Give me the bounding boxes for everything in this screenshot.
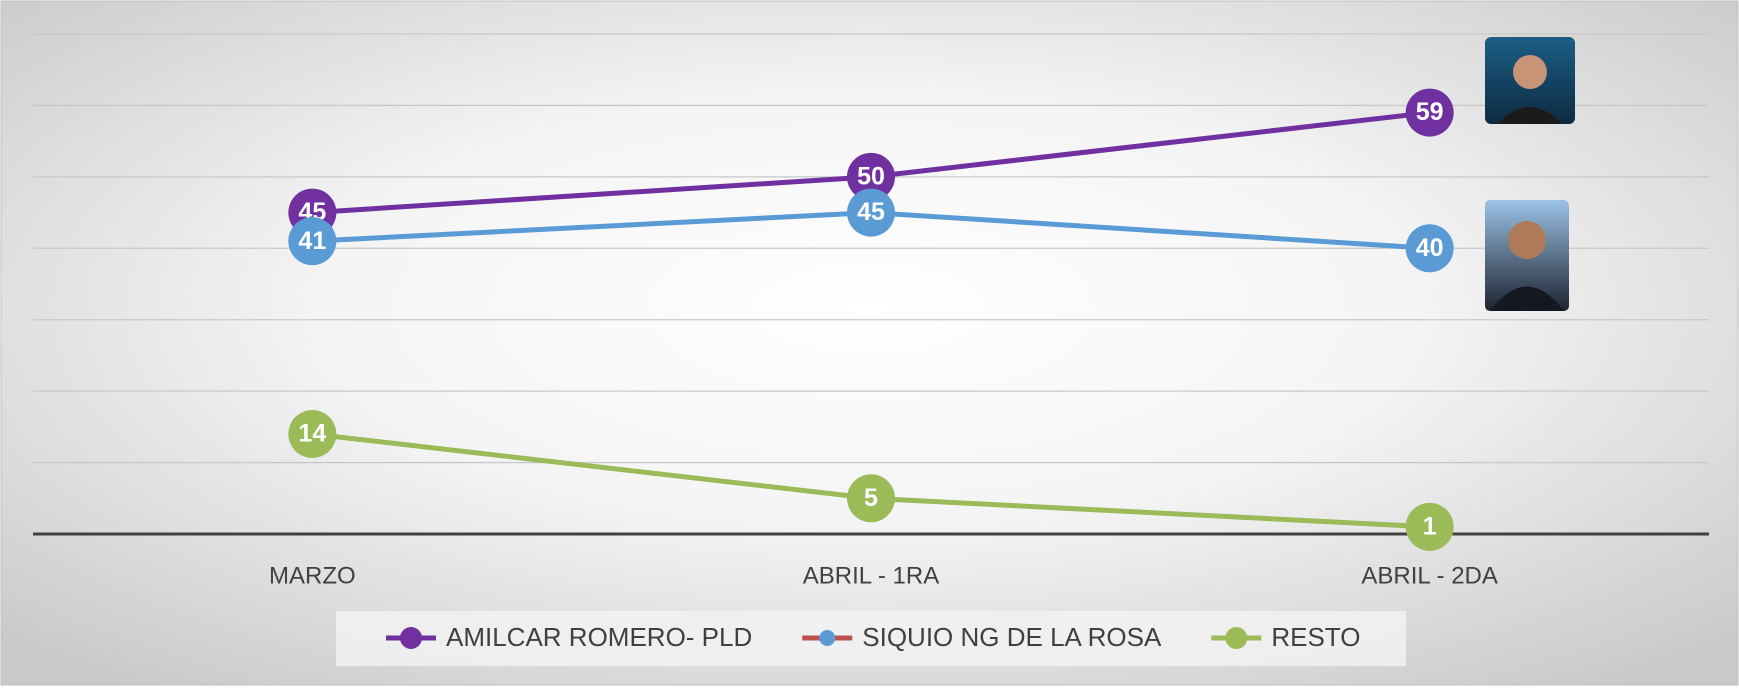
data-label: 45 <box>857 198 885 226</box>
x-tick-label: ABRIL - 2DA <box>1361 562 1498 589</box>
legend-label: SIQUIO NG DE LA ROSA <box>862 622 1162 652</box>
x-tick-label: ABRIL - 1RA <box>803 562 940 589</box>
legend-label: AMILCAR ROMERO- PLD <box>446 622 752 652</box>
data-label: 40 <box>1416 234 1444 262</box>
photo-face <box>1513 55 1547 89</box>
data-label: 50 <box>857 162 885 190</box>
photo-face <box>1508 221 1546 259</box>
x-tick-label: MARZO <box>269 562 356 589</box>
legend-marker <box>819 630 835 646</box>
legend-label: RESTO <box>1271 622 1360 652</box>
data-label: 41 <box>298 227 326 255</box>
data-label: 1 <box>1423 512 1437 540</box>
data-label: 5 <box>864 484 878 512</box>
legend-marker <box>400 627 422 649</box>
legend-marker <box>1225 627 1247 649</box>
chart: MARZOABRIL - 1RAABRIL - 2DA4550594145401… <box>0 0 1739 686</box>
data-label: 14 <box>298 420 326 448</box>
data-label: 59 <box>1416 98 1444 126</box>
